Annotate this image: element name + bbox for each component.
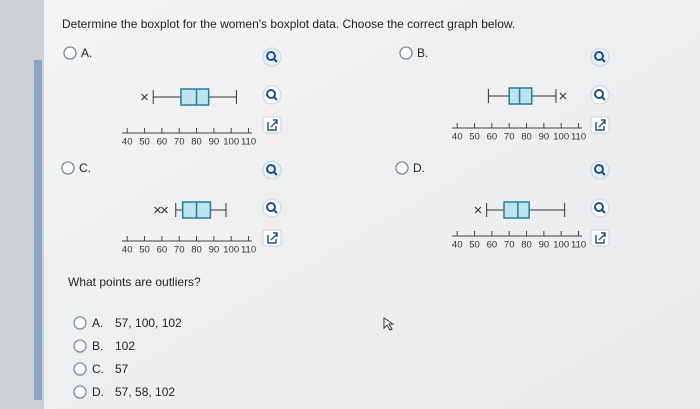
zoom-icon[interactable] [590, 160, 610, 180]
tick-label: 60 [487, 132, 498, 143]
tick-label: 80 [521, 132, 532, 143]
box [508, 87, 533, 105]
tick-label: 110 [571, 240, 586, 251]
zoom-handle [273, 96, 278, 101]
tick-label: 80 [521, 240, 532, 251]
tick-label: 90 [209, 245, 220, 256]
tick-label: 100 [223, 245, 239, 256]
zoom-lens [266, 202, 276, 212]
zoom-handle [601, 58, 606, 63]
zoom-icon[interactable] [590, 85, 610, 105]
zoom-handle [601, 96, 606, 101]
choice-text: 57, 58, 102 [115, 385, 175, 399]
choice-text: 57 [115, 362, 129, 376]
radio-button[interactable] [73, 339, 87, 353]
option-letter: C. [79, 161, 91, 175]
tick-label: 80 [191, 245, 202, 256]
tick-label: 110 [241, 137, 256, 148]
choice-text: 57, 100, 102 [115, 316, 182, 330]
question: Determine the boxplot for the women's bo… [62, 17, 515, 31]
radio-button[interactable] [61, 161, 75, 175]
zoom-lens [594, 89, 604, 99]
zoom-icon[interactable] [590, 47, 610, 67]
zoom-handle [273, 209, 278, 214]
radio-button[interactable] [63, 46, 77, 60]
radio-button[interactable] [399, 46, 413, 60]
popout-glyph [595, 119, 606, 131]
tick-label: 60 [157, 245, 168, 256]
tick-label: 110 [571, 132, 586, 143]
zoom-handle [601, 209, 606, 214]
popout-glyph [267, 119, 278, 131]
outlier [559, 92, 567, 100]
zoom-icon[interactable] [262, 47, 282, 67]
tick-label: 50 [469, 132, 480, 143]
outlier [161, 206, 168, 214]
radio-button[interactable] [73, 385, 87, 399]
tick-label: 100 [553, 240, 569, 251]
zoom-lens [266, 51, 276, 61]
radio-button[interactable] [73, 316, 87, 330]
tick-label: 100 [553, 132, 569, 143]
popout-glyph [267, 232, 278, 244]
tick-label: 80 [191, 137, 202, 148]
choice-letter: A. [92, 316, 103, 330]
tick-label: 50 [139, 245, 150, 256]
tick-label: 90 [539, 132, 550, 143]
option-letter: D. [413, 161, 425, 175]
followup-question: What points are outliers? [68, 275, 201, 289]
radio-button[interactable] [395, 161, 409, 175]
zoom-icon[interactable] [262, 85, 282, 105]
tick-label: 70 [504, 240, 515, 251]
scrollbar [34, 60, 42, 400]
choice-text: 102 [115, 339, 135, 353]
choice-letter: D. [92, 385, 104, 399]
tick-label: 70 [504, 132, 515, 143]
zoom-lens [594, 202, 604, 212]
popout-glyph [595, 232, 606, 244]
zoom-icon[interactable] [590, 198, 610, 218]
zoom-handle [273, 58, 278, 63]
outlier [474, 206, 482, 214]
outlier [141, 93, 148, 101]
zoom-lens [266, 89, 276, 99]
zoom-handle [601, 171, 606, 176]
tick-label: 70 [174, 245, 185, 256]
tick-label: 100 [223, 137, 239, 148]
tick-label: 40 [452, 240, 463, 251]
zoom-icon[interactable] [262, 160, 282, 180]
box [180, 88, 210, 106]
tick-label: 60 [487, 240, 498, 251]
zoom-lens [594, 51, 604, 61]
outlier [154, 206, 161, 214]
zoom-icon[interactable] [262, 198, 282, 218]
tick-label: 50 [469, 240, 480, 251]
tick-label: 60 [157, 137, 168, 148]
choice-letter: C. [92, 362, 104, 376]
tick-label: 40 [122, 245, 133, 256]
radio-button[interactable] [73, 362, 87, 376]
tick-label: 40 [122, 137, 133, 148]
cursor [383, 317, 395, 331]
box [503, 201, 530, 219]
tick-label: 40 [452, 132, 463, 143]
zoom-handle [273, 171, 278, 176]
option-letter: B. [417, 46, 428, 60]
zoom-lens [266, 164, 276, 174]
tick-label: 70 [174, 137, 185, 148]
tick-label: 90 [209, 137, 220, 148]
zoom-lens [594, 164, 604, 174]
option-letter: A. [81, 46, 92, 60]
tick-label: 90 [539, 240, 550, 251]
choice-letter: B. [92, 339, 103, 353]
tick-label: 110 [241, 245, 256, 256]
tick-label: 50 [139, 137, 150, 148]
